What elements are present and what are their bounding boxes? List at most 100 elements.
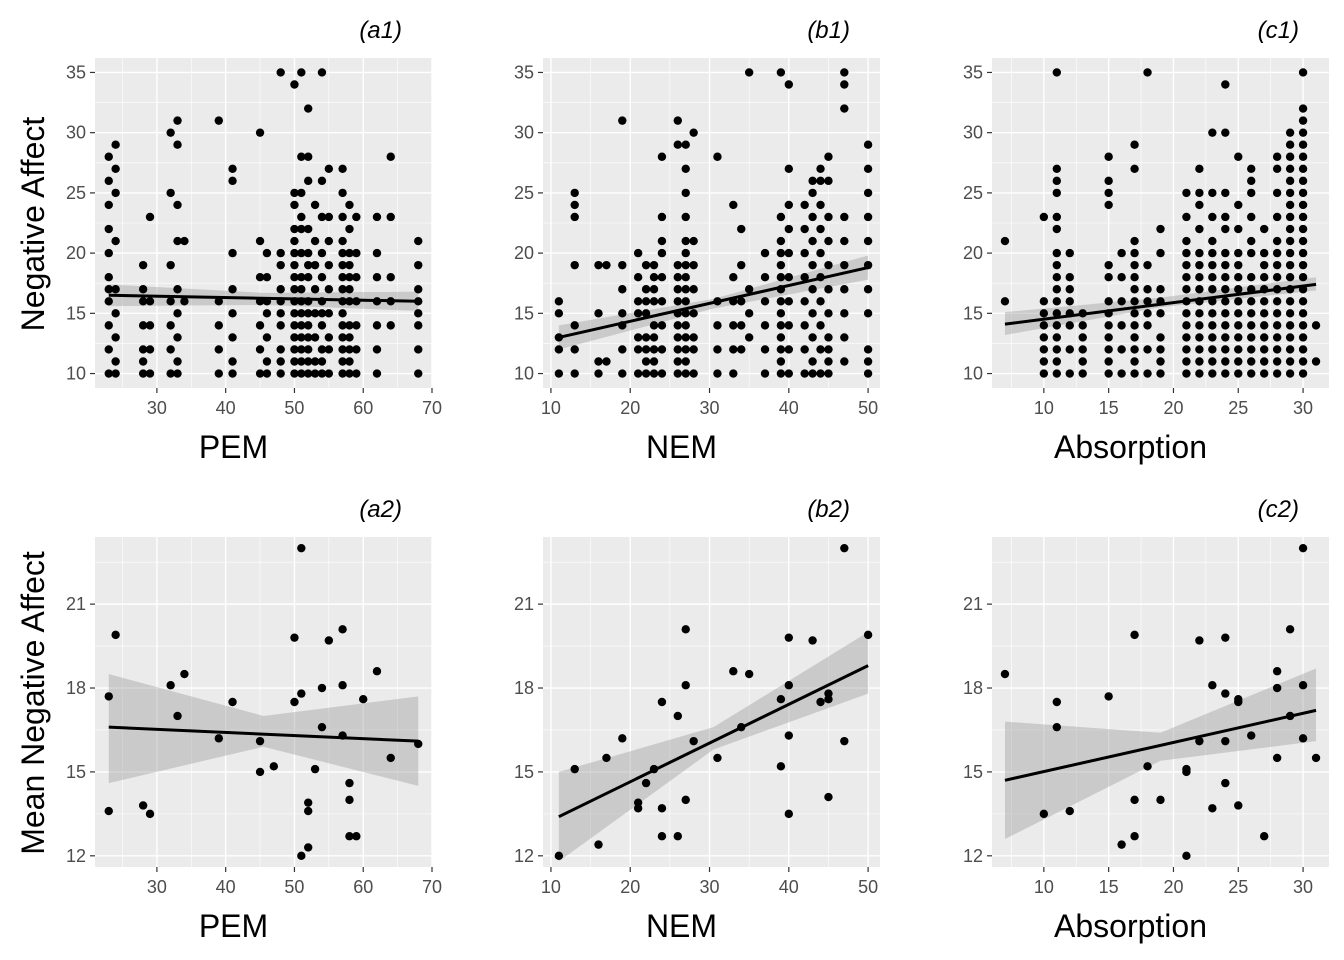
data-point xyxy=(681,681,690,690)
data-point xyxy=(1234,248,1243,258)
data-point xyxy=(1208,248,1217,258)
data-point xyxy=(1221,272,1230,282)
data-point xyxy=(824,792,833,802)
data-point xyxy=(1272,260,1282,270)
data-point xyxy=(1195,260,1204,270)
data-point xyxy=(1234,260,1243,270)
data-point xyxy=(1117,297,1126,306)
data-point xyxy=(1272,164,1282,174)
data-point xyxy=(657,297,667,306)
data-point xyxy=(1182,212,1191,222)
data-point xyxy=(276,309,285,318)
data-point xyxy=(1298,128,1308,137)
data-point xyxy=(228,176,237,186)
data-point xyxy=(1208,260,1217,270)
data-point xyxy=(324,636,334,645)
data-point xyxy=(840,309,849,318)
data-point xyxy=(1052,345,1062,354)
data-point xyxy=(111,164,120,174)
data-point xyxy=(784,633,794,642)
data-point xyxy=(338,272,347,282)
data-point xyxy=(304,260,313,270)
data-point xyxy=(657,832,667,841)
data-point xyxy=(372,345,382,354)
data-point xyxy=(1247,248,1256,258)
data-point xyxy=(1156,248,1165,258)
data-point xyxy=(338,369,347,378)
y-tick-label: 20 xyxy=(66,243,86,263)
data-point xyxy=(1052,369,1062,378)
data-point xyxy=(345,260,354,270)
data-point xyxy=(145,809,155,819)
data-point xyxy=(800,200,809,210)
data-point xyxy=(1052,333,1062,342)
y-tick-label: 35 xyxy=(66,62,86,82)
data-point xyxy=(276,68,285,77)
data-point xyxy=(1208,681,1217,690)
data-point xyxy=(657,248,667,258)
data-point xyxy=(1285,309,1295,318)
data-point xyxy=(1117,272,1126,282)
y-tick-label: 21 xyxy=(66,594,86,614)
data-point xyxy=(1285,140,1295,149)
data-point xyxy=(1298,345,1308,354)
data-point xyxy=(324,260,334,270)
data-point xyxy=(138,345,148,354)
data-point xyxy=(1247,309,1256,318)
data-point xyxy=(104,285,113,294)
data-point xyxy=(570,188,579,198)
data-point xyxy=(554,345,564,354)
data-point xyxy=(1285,200,1295,210)
data-point xyxy=(310,260,320,270)
data-point xyxy=(713,753,722,763)
data-point xyxy=(824,152,833,161)
data-point xyxy=(304,248,313,258)
data-point xyxy=(554,369,564,378)
data-point xyxy=(290,697,299,707)
data-point xyxy=(104,248,113,258)
data-point xyxy=(744,309,754,318)
x-tick-label: 50 xyxy=(858,398,878,418)
data-point xyxy=(863,630,873,640)
data-point xyxy=(214,345,223,354)
y-tick-label: 30 xyxy=(66,123,86,143)
data-point xyxy=(317,369,327,378)
data-point xyxy=(1247,212,1256,222)
x-tick-label: 10 xyxy=(1034,877,1054,897)
x-axis-label: Absorption xyxy=(1054,429,1207,465)
data-point xyxy=(338,333,347,342)
data-point xyxy=(173,285,182,294)
data-point xyxy=(1221,188,1230,198)
data-point xyxy=(173,357,182,366)
data-point xyxy=(649,272,659,282)
data-point xyxy=(324,345,334,354)
data-point xyxy=(262,369,272,378)
data-point xyxy=(1234,697,1243,707)
data-point xyxy=(1285,248,1295,258)
data-point xyxy=(338,212,347,222)
data-point xyxy=(808,369,817,378)
data-point xyxy=(1156,345,1165,354)
data-point xyxy=(1208,188,1217,198)
data-point xyxy=(1143,369,1152,378)
data-point xyxy=(276,248,285,258)
data-point xyxy=(310,309,320,318)
data-point xyxy=(228,357,237,366)
data-point xyxy=(744,285,754,294)
data-point xyxy=(673,321,682,330)
data-point xyxy=(863,345,873,354)
data-point xyxy=(372,667,382,676)
data-point xyxy=(729,200,738,210)
data-point xyxy=(1130,140,1139,149)
data-point xyxy=(1208,333,1217,342)
data-point xyxy=(1208,357,1217,366)
data-point xyxy=(800,369,809,378)
y-axis-label-row2: Mean Negative Affect xyxy=(15,551,51,855)
data-point xyxy=(1285,128,1295,137)
data-point xyxy=(1272,345,1282,354)
data-point xyxy=(1247,369,1256,378)
data-point xyxy=(111,236,120,246)
data-point xyxy=(808,236,817,246)
data-point xyxy=(1130,297,1139,306)
data-point xyxy=(173,116,182,125)
